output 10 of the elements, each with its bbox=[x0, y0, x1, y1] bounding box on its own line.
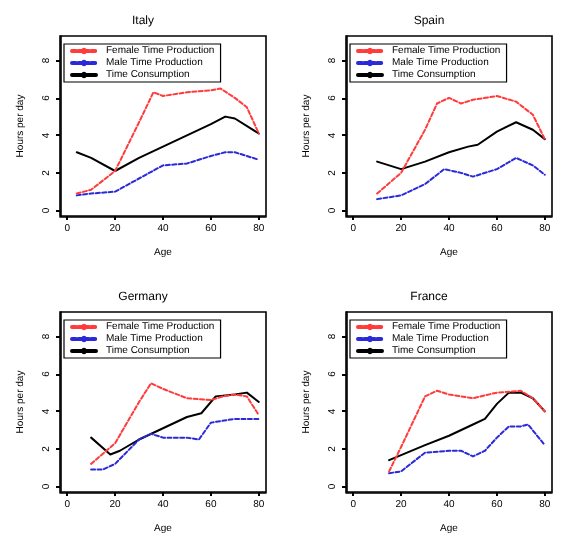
line-series bbox=[75, 151, 260, 197]
line-series bbox=[90, 417, 260, 471]
line-series bbox=[388, 389, 546, 473]
line-series bbox=[376, 95, 546, 195]
line-series bbox=[75, 87, 260, 195]
line-series bbox=[376, 156, 546, 201]
line-series bbox=[388, 391, 546, 462]
line-series bbox=[388, 423, 546, 475]
line-series bbox=[376, 121, 546, 171]
line-series bbox=[75, 115, 260, 172]
